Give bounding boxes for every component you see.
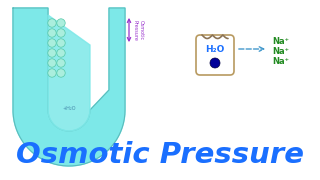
Circle shape bbox=[57, 39, 65, 47]
Text: H₂O: H₂O bbox=[205, 44, 225, 53]
Polygon shape bbox=[48, 15, 90, 131]
Circle shape bbox=[57, 69, 65, 77]
Text: Osmotic Pressure: Osmotic Pressure bbox=[16, 141, 304, 169]
Circle shape bbox=[48, 49, 56, 57]
Circle shape bbox=[48, 59, 56, 67]
Circle shape bbox=[48, 29, 56, 37]
Circle shape bbox=[48, 19, 56, 27]
Polygon shape bbox=[13, 8, 125, 166]
FancyBboxPatch shape bbox=[196, 35, 234, 75]
Text: +H₂O: +H₂O bbox=[62, 105, 76, 111]
Text: Na⁺: Na⁺ bbox=[272, 37, 289, 46]
Text: Na⁺: Na⁺ bbox=[272, 57, 289, 66]
Circle shape bbox=[57, 29, 65, 37]
Text: Na⁺: Na⁺ bbox=[272, 48, 289, 57]
Circle shape bbox=[48, 39, 56, 47]
Circle shape bbox=[210, 58, 220, 68]
Text: Osmotic
Pressure: Osmotic Pressure bbox=[133, 20, 144, 40]
Circle shape bbox=[57, 19, 65, 27]
Circle shape bbox=[57, 59, 65, 67]
Circle shape bbox=[57, 49, 65, 57]
Circle shape bbox=[48, 69, 56, 77]
